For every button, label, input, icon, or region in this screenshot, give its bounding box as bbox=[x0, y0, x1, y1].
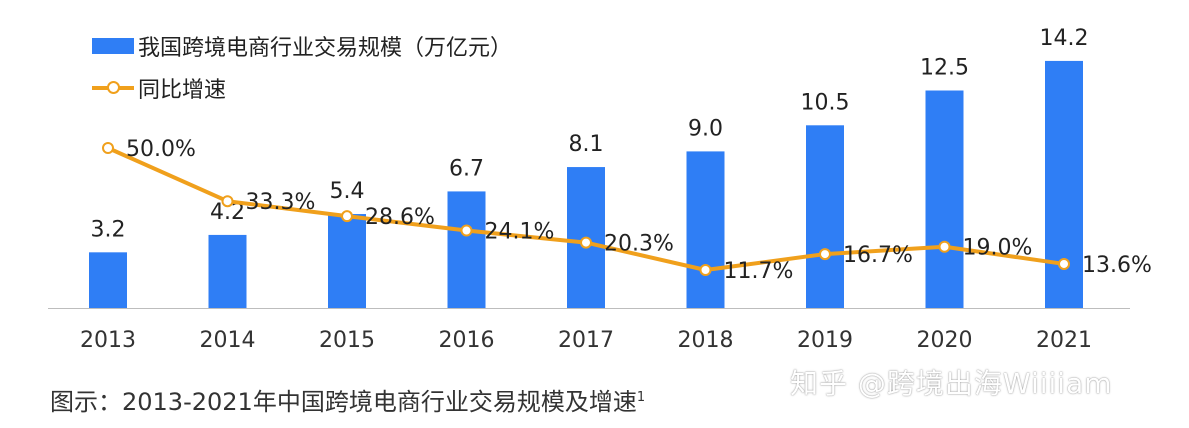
growth-label-2018: 11.7% bbox=[724, 259, 794, 284]
growth-data-labels: 50.0% 33.3% 28.6% 24.1% 20.3% 11.7% 16.7% 19.0%… bbox=[126, 137, 1152, 284]
legend-label-volume: 我国跨境电商行业交易规模（万亿元） bbox=[138, 36, 513, 61]
watermark: 知乎 @跨境出海Wiiiiam bbox=[790, 367, 1113, 400]
growth-marker-2014 bbox=[221, 195, 234, 208]
growth-label-2015: 28.6% bbox=[365, 205, 435, 230]
x-tick-2015: 2015 bbox=[319, 328, 375, 353]
chart-canvas: 2013 2014 2015 2016 2017 2018 2019 2020 2021 3.2… bbox=[48, 26, 1152, 353]
bar-label-2018: 9.0 bbox=[688, 116, 723, 141]
legend-item-growth: 同比增速 bbox=[92, 72, 226, 104]
bar-2013 bbox=[89, 252, 127, 308]
bar-series bbox=[89, 60, 1083, 308]
growth-marker-2019 bbox=[819, 248, 831, 261]
growth-marker-2018 bbox=[699, 264, 712, 276]
bar-2021 bbox=[1045, 60, 1083, 308]
legend-bar-swatch bbox=[92, 38, 134, 54]
bar-2020 bbox=[925, 90, 964, 308]
bar-label-2021: 14.2 bbox=[1040, 26, 1089, 51]
bar-label-2016: 6.7 bbox=[449, 156, 484, 181]
growth-marker-2020 bbox=[938, 240, 951, 253]
legend-label-growth: 同比增速 bbox=[138, 78, 227, 103]
bar-label-2019: 10.5 bbox=[801, 90, 850, 115]
x-tick-2014: 2014 bbox=[200, 328, 256, 353]
growth-label-2016: 24.1% bbox=[485, 220, 555, 245]
footnote-mark: 1 bbox=[636, 390, 646, 405]
growth-label-2020: 19.0% bbox=[963, 236, 1033, 261]
growth-label-2017: 20.3% bbox=[604, 232, 674, 257]
bar-label-2020: 12.5 bbox=[920, 56, 969, 81]
x-tick-2018: 2018 bbox=[678, 328, 734, 353]
legend-item-volume: 我国跨境电商行业交易规模（万亿元） bbox=[92, 30, 512, 62]
growth-line-series bbox=[102, 142, 1070, 276]
bar-label-2013: 3.2 bbox=[91, 217, 126, 242]
bar-2019 bbox=[806, 125, 844, 308]
bar-2015 bbox=[328, 214, 366, 308]
growth-marker-2013 bbox=[102, 142, 114, 154]
bar-2018 bbox=[686, 151, 725, 308]
growth-marker-2015 bbox=[341, 210, 353, 223]
growth-label-2013: 50.0% bbox=[126, 137, 196, 162]
x-tick-2021: 2021 bbox=[1036, 328, 1092, 353]
x-tick-2013: 2013 bbox=[80, 328, 136, 353]
x-tick-2017: 2017 bbox=[558, 328, 614, 353]
bar-label-2015: 5.4 bbox=[330, 179, 365, 204]
growth-marker-2017 bbox=[580, 236, 592, 249]
x-tick-2016: 2016 bbox=[439, 328, 495, 353]
figure-caption: 图示：2013-2021年中国跨境电商行业交易规模及增速1 bbox=[50, 382, 645, 417]
bar-2016 bbox=[447, 191, 486, 308]
growth-label-2021: 13.6% bbox=[1082, 253, 1152, 278]
growth-label-2019: 16.7% bbox=[843, 243, 913, 268]
growth-marker-2016 bbox=[460, 224, 473, 237]
x-tick-2020: 2020 bbox=[917, 328, 973, 353]
x-tick-labels: 2013 2014 2015 2016 2017 2018 2019 2020 2021 bbox=[80, 328, 1092, 353]
growth-label-2014: 33.3% bbox=[246, 190, 316, 215]
x-tick-2019: 2019 bbox=[797, 328, 853, 353]
caption-text: 图示：2013-2021年中国跨境电商行业交易规模及增速 bbox=[50, 388, 637, 416]
bar-label-2017: 8.1 bbox=[569, 132, 604, 157]
growth-marker-2021 bbox=[1058, 257, 1070, 270]
bar-2014 bbox=[208, 234, 247, 308]
legend-line-swatch bbox=[92, 77, 134, 99]
